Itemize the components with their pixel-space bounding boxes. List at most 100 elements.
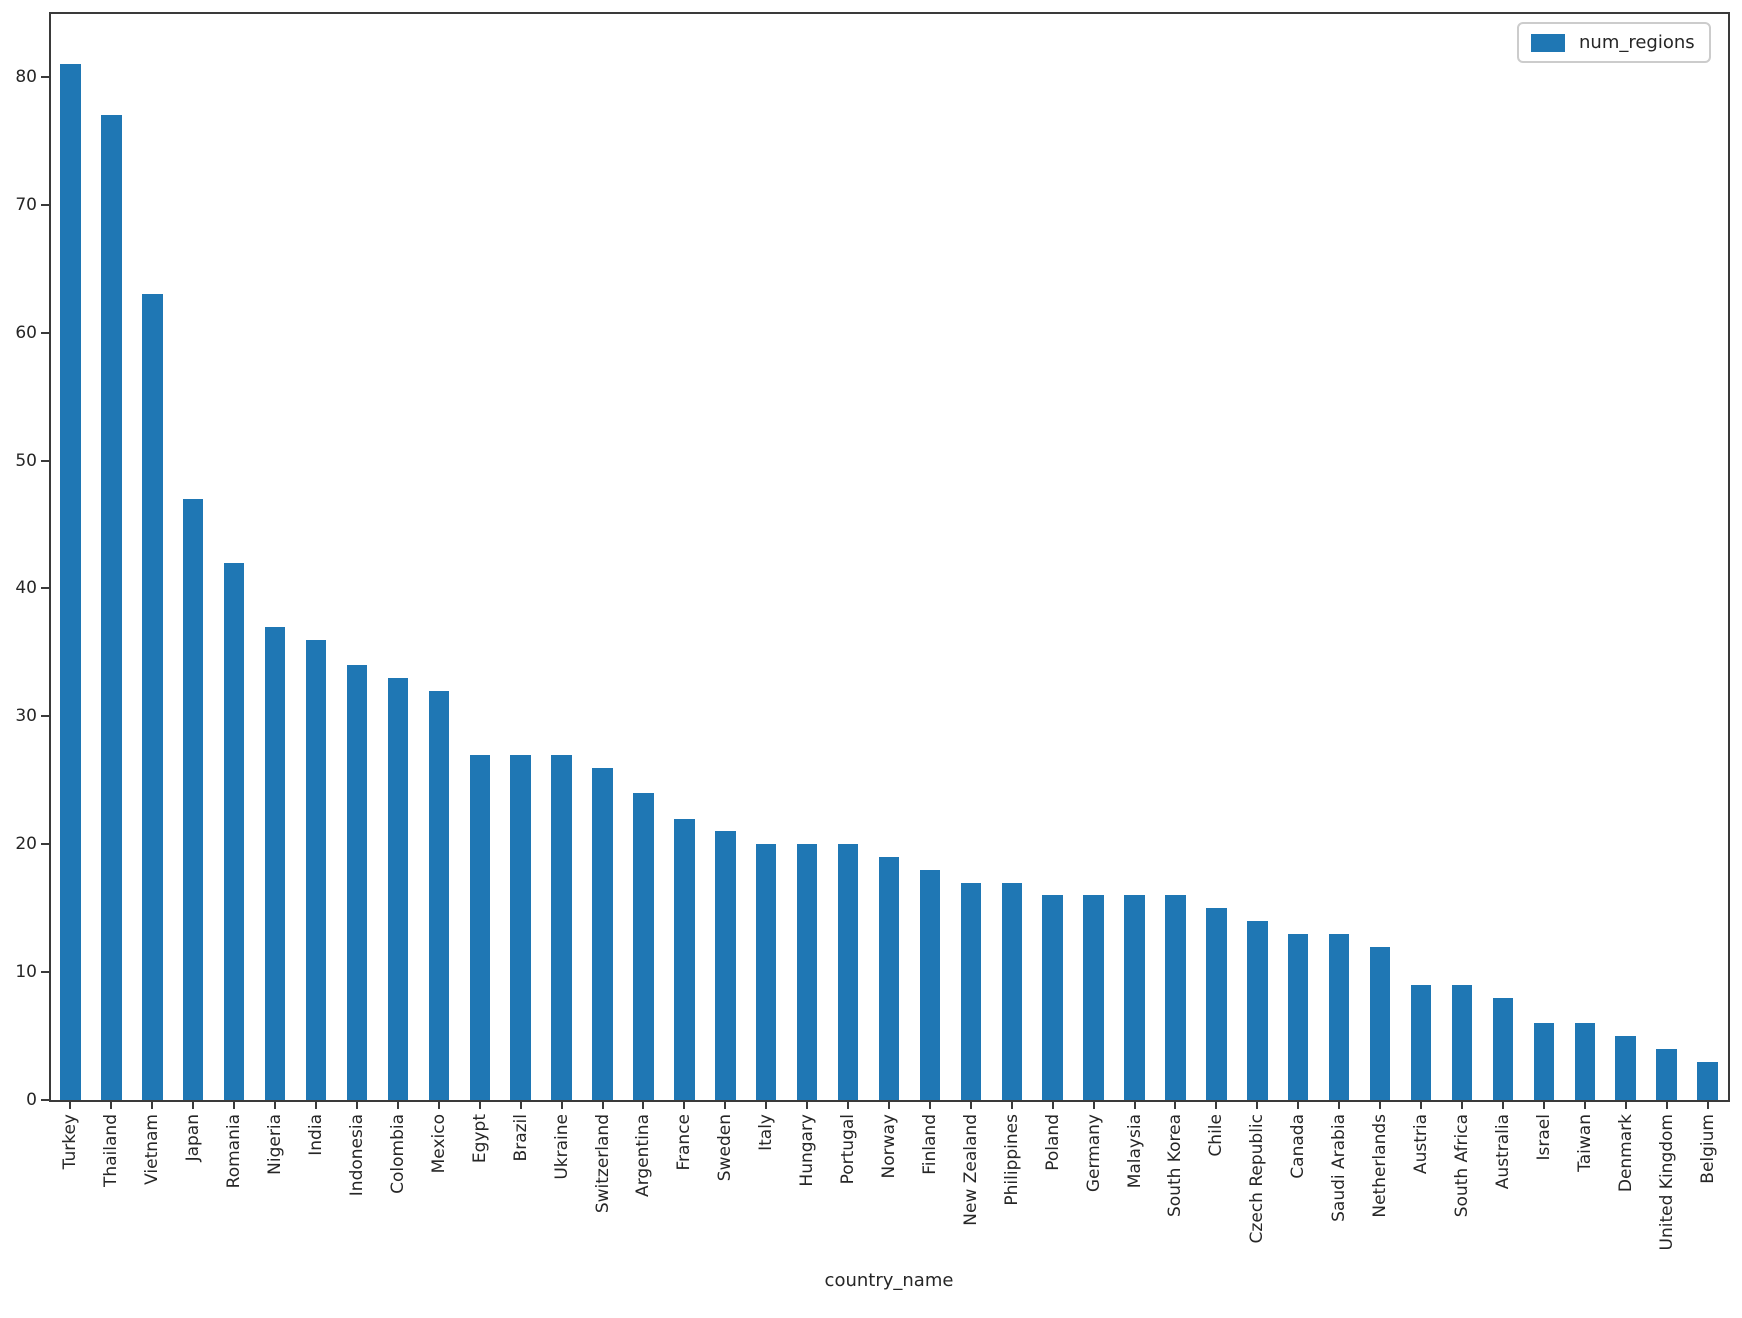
x-tick-mark	[1460, 1100, 1463, 1109]
bar-colombia	[387, 677, 409, 1100]
bar-saudi-arabia	[1328, 933, 1350, 1100]
x-tick-label-belgium: Belgium	[1697, 1114, 1719, 1184]
x-tick-label-thailand: Thailand	[100, 1114, 122, 1187]
x-tick-mark	[1256, 1100, 1259, 1109]
bar-philippines	[1001, 882, 1022, 1100]
x-tick-label-malaysia: Malaysia	[1124, 1114, 1146, 1188]
x-tick-mark	[1379, 1100, 1382, 1109]
x-tick-mark	[478, 1100, 481, 1109]
x-tick-mark	[274, 1100, 277, 1109]
x-tick-label-text: Malaysia	[1124, 1114, 1145, 1189]
x-tick-mark	[192, 1100, 195, 1109]
bar-czech-republic	[1247, 920, 1268, 1100]
x-tick-label-mexico: Mexico	[428, 1114, 450, 1173]
x-tick-label-canada: Canada	[1287, 1114, 1309, 1179]
bar-malaysia	[1124, 895, 1145, 1100]
x-tick-mark	[1420, 1100, 1423, 1109]
x-tick-label-text: Norway	[879, 1114, 899, 1179]
x-tick-label-text: Poland	[1042, 1114, 1063, 1171]
x-tick-label-japan: Japan	[182, 1114, 204, 1161]
x-tick-label-text: Taiwan	[1574, 1114, 1595, 1172]
y-tick-mark	[41, 971, 50, 974]
x-tick-mark	[315, 1100, 318, 1109]
bar-germany	[1083, 895, 1104, 1100]
x-tick-label-colombia: Colombia	[387, 1114, 409, 1194]
x-tick-label-text: Japan	[183, 1114, 204, 1162]
x-tick-mark	[806, 1100, 809, 1109]
y-tick-label: 20	[15, 834, 37, 855]
x-tick-mark	[724, 1100, 727, 1109]
y-tick-mark	[41, 203, 50, 206]
bar-united-kingdom	[1656, 1048, 1677, 1100]
x-tick-mark	[1174, 1100, 1177, 1109]
bar-sweden	[715, 831, 736, 1100]
bar-belgium	[1697, 1061, 1718, 1100]
bar-italy	[755, 844, 777, 1100]
bar-vietnam	[142, 294, 163, 1100]
bar-india	[305, 639, 327, 1100]
x-tick-label-text: Belgium	[1697, 1114, 1718, 1184]
x-tick-label-indonesia: Indonesia	[346, 1114, 368, 1196]
x-tick-label-finland: Finland	[919, 1114, 941, 1175]
x-tick-label-romania: Romania	[223, 1114, 245, 1188]
x-tick-mark	[601, 1100, 604, 1109]
x-tick-label-saudi-arabia: Saudi Arabia	[1328, 1114, 1350, 1222]
bar-egypt	[469, 754, 490, 1100]
bar-hungary	[796, 844, 818, 1100]
x-tick-label-france: France	[673, 1114, 695, 1171]
x-tick-label-text: Nigeria	[265, 1114, 286, 1175]
x-tick-mark	[69, 1100, 72, 1109]
x-tick-label-text: Denmark	[1615, 1114, 1636, 1193]
x-tick-mark	[437, 1100, 440, 1109]
bar-japan	[183, 498, 204, 1100]
x-tick-label-text: Mexico	[428, 1114, 449, 1174]
bar-norway	[878, 857, 900, 1100]
bar-thailand	[101, 115, 122, 1100]
x-tick-label-text: Argentina	[633, 1114, 654, 1197]
x-tick-mark	[683, 1100, 686, 1109]
bar-france	[674, 818, 695, 1100]
x-tick-label-chile: Chile	[1205, 1114, 1227, 1157]
x-tick-label-text: New Zealand	[960, 1114, 981, 1226]
x-tick-mark	[355, 1100, 358, 1109]
x-tick-mark	[519, 1100, 522, 1109]
x-axis-title: country_name	[824, 1270, 954, 1291]
x-tick-label-text: Egypt	[469, 1114, 490, 1164]
x-tick-mark	[1133, 1100, 1136, 1109]
x-tick-label-text: Switzerland	[592, 1114, 613, 1214]
x-tick-label-czech-republic: Czech Republic	[1246, 1114, 1268, 1243]
x-tick-label-brazil: Brazil	[510, 1114, 532, 1161]
x-tick-label-text: Turkey	[60, 1114, 81, 1170]
x-tick-label-turkey: Turkey	[59, 1114, 81, 1169]
legend: num_regions	[1517, 22, 1711, 63]
x-tick-label-text: South Korea	[1165, 1114, 1186, 1218]
x-tick-label-india: India	[305, 1114, 327, 1156]
x-tick-mark	[928, 1100, 931, 1109]
x-tick-label-south-korea: South Korea	[1164, 1114, 1186, 1217]
x-tick-label-philippines: Philippines	[1001, 1114, 1023, 1206]
y-tick-label: 70	[15, 194, 37, 215]
x-tick-label-nigeria: Nigeria	[264, 1114, 286, 1175]
x-tick-label-netherlands: Netherlands	[1369, 1114, 1391, 1218]
x-tick-mark	[1583, 1100, 1586, 1109]
x-tick-label-switzerland: Switzerland	[592, 1114, 614, 1213]
x-tick-label-portugal: Portugal	[837, 1114, 859, 1184]
x-tick-label-text: Colombia	[387, 1114, 408, 1194]
x-tick-label-text: Germany	[1083, 1114, 1104, 1193]
x-tick-mark	[110, 1100, 113, 1109]
bar-chile	[1206, 908, 1227, 1100]
y-tick-label: 50	[15, 450, 37, 471]
x-tick-mark	[1215, 1100, 1218, 1109]
y-tick-mark	[41, 459, 50, 462]
x-tick-label-argentina: Argentina	[632, 1114, 654, 1197]
x-tick-label-united-kingdom: United Kingdom	[1656, 1114, 1678, 1250]
bar-switzerland	[592, 767, 613, 1100]
y-tick-mark	[41, 843, 50, 846]
y-tick-label: 60	[15, 322, 37, 343]
x-tick-label-text: Hungary	[797, 1114, 818, 1187]
x-tick-label-south-africa: South Africa	[1451, 1114, 1473, 1217]
x-tick-mark	[1297, 1100, 1300, 1109]
x-tick-mark	[1092, 1100, 1095, 1109]
bar-poland	[1042, 895, 1063, 1100]
